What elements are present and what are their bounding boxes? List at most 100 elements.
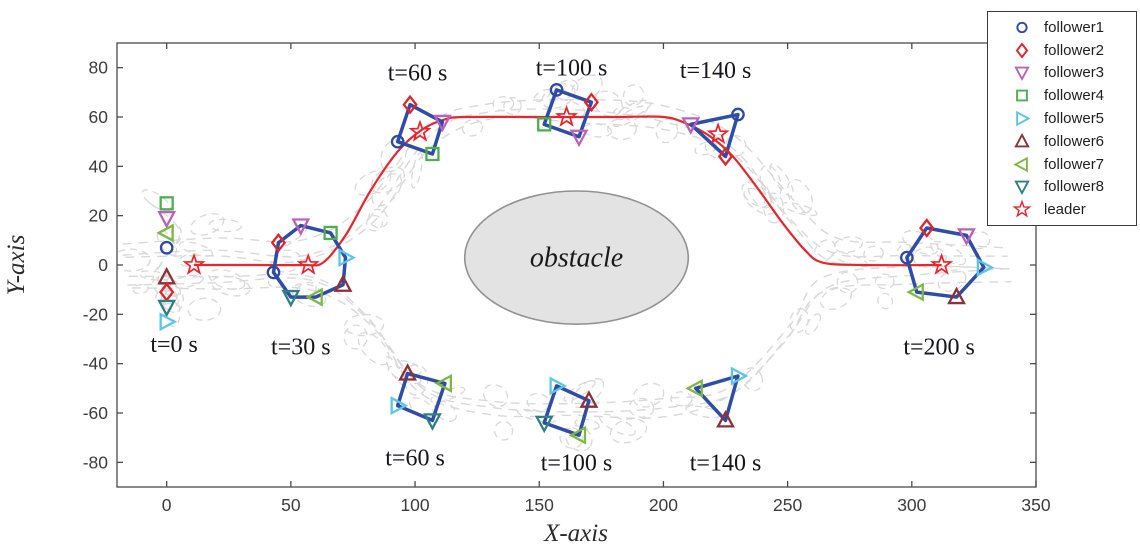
trail-loop	[354, 169, 392, 196]
trail-loop	[366, 214, 383, 232]
legend-item-label: follower5	[1044, 109, 1105, 127]
follower7-marker	[305, 287, 323, 307]
time-labels: t=0 s t=30 s t=60 s t=100 s t=140 s t=200 s t=…	[150, 56, 975, 477]
follower3-marker	[569, 129, 589, 148]
y-axis-label: Y-axis	[3, 235, 30, 296]
legend-item-follower7: follower7	[988, 154, 1136, 175]
leader-marker	[408, 119, 432, 142]
follower4-marker	[537, 117, 552, 132]
follower2-marker	[402, 94, 418, 115]
follower2-marker	[717, 146, 734, 167]
follower3-marker	[957, 228, 976, 246]
trail-loop	[430, 386, 466, 403]
follower6-legend-marker	[1014, 132, 1030, 148]
trail-loop	[574, 418, 600, 430]
trail-loop	[291, 283, 327, 308]
trail-loop	[769, 163, 794, 197]
trail-loop	[819, 287, 852, 310]
legend-item-follower8: follower8	[988, 176, 1136, 197]
legend: follower1 follower2 follower3 follower4 foll…	[987, 11, 1137, 226]
x-tick-label: 350	[1021, 495, 1050, 515]
y-tick-label: -40	[83, 354, 109, 374]
trail-loop	[763, 192, 785, 224]
formation-link-line	[689, 112, 740, 159]
formation-t200s	[899, 218, 995, 305]
leader-legend-marker	[1012, 199, 1032, 218]
follower2-marker	[583, 92, 600, 113]
trail-path	[122, 98, 1010, 249]
trail-loop	[344, 313, 385, 337]
formation-t0s	[156, 196, 206, 332]
follower3-marker	[432, 114, 452, 133]
follower8-marker	[157, 299, 177, 318]
formation-t140s	[685, 366, 749, 428]
formation-link-line	[395, 102, 445, 156]
trail-loop	[170, 225, 182, 245]
formation-t140s	[681, 107, 745, 167]
trail-loop	[742, 367, 764, 392]
formation-t60s	[390, 94, 452, 162]
trail-loop	[559, 426, 584, 449]
tri-up-icon	[1014, 132, 1030, 148]
trail-loop	[270, 249, 302, 273]
tri-down-icon	[1014, 181, 1030, 196]
follower5-marker	[976, 258, 995, 277]
trail-loop	[833, 236, 864, 253]
tri-down-icon	[1014, 67, 1030, 82]
trail-loop	[612, 105, 649, 128]
obstacle-ellipse	[463, 190, 690, 325]
trail-path	[127, 267, 1013, 413]
trail-path	[128, 265, 1012, 405]
follower1-marker	[390, 134, 405, 149]
follower2-legend-marker	[1015, 41, 1029, 59]
trail-loop	[863, 245, 884, 262]
follower2-marker	[919, 218, 935, 238]
trail-loop	[743, 187, 776, 215]
trail-loop	[813, 239, 836, 262]
trail-loop	[553, 79, 579, 100]
trail-path	[122, 108, 1008, 258]
formation-link-line	[271, 223, 348, 299]
trail-loop	[655, 118, 679, 144]
follower1-legend-marker	[1016, 21, 1028, 33]
follower4-legend-marker	[1016, 89, 1028, 102]
trail-loop	[117, 248, 151, 272]
legend-item-follower1: follower1	[988, 17, 1136, 38]
time-label: t=30 s	[271, 334, 331, 360]
legend-item-follower5: follower5	[988, 108, 1136, 129]
trail-loop	[897, 243, 915, 261]
trail-loop	[461, 119, 484, 137]
follower1-marker	[899, 250, 914, 265]
legend-item-follower3: follower3	[988, 62, 1136, 83]
y-tick-label: -60	[83, 403, 109, 423]
trail-loop	[607, 117, 637, 141]
time-label: t=140 s	[690, 450, 762, 476]
y-tick-label: 20	[89, 206, 109, 226]
formation-link-line	[395, 371, 447, 423]
trail-loop	[371, 166, 405, 194]
y-tick-label: -80	[83, 452, 109, 472]
follower8-legend-marker	[1014, 181, 1030, 196]
follower6-marker	[579, 390, 599, 408]
trail-loop	[877, 292, 894, 310]
follower7-marker	[434, 373, 453, 393]
time-label: t=140 s	[680, 58, 752, 84]
follower3-marker	[291, 218, 311, 236]
follower5-marker	[338, 248, 356, 268]
trail-loop	[786, 178, 814, 214]
tri-left-icon	[1013, 156, 1028, 172]
follower3-marker	[681, 117, 701, 135]
leader-marker	[182, 252, 206, 275]
follower3-marker	[157, 210, 177, 229]
trail-loop	[628, 397, 655, 418]
leader-trajectory	[193, 115, 942, 267]
legend-item-label: follower2	[1044, 41, 1105, 59]
formation-link-line	[542, 88, 594, 139]
trail-loop	[541, 83, 576, 109]
trail-path	[131, 281, 1012, 419]
follower1-marker	[159, 240, 174, 255]
trail-loop	[179, 241, 214, 257]
trail-loop	[930, 240, 967, 266]
